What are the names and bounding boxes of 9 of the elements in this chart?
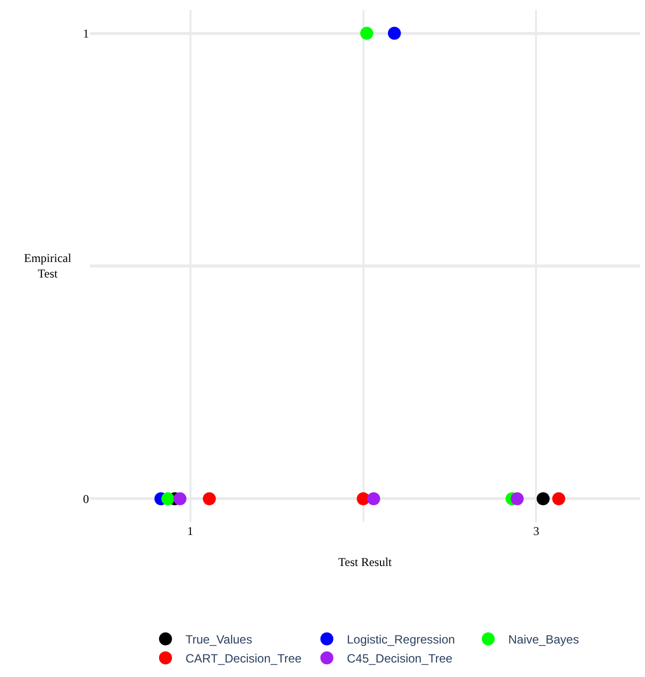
x-tick-label: 3 <box>533 524 540 538</box>
y-axis-title: Empirical Test <box>24 251 72 281</box>
x-axis-title: Test Result <box>338 554 392 569</box>
legend-label: Logistic_Regression <box>346 632 455 647</box>
legend-label: True_Values <box>186 632 252 647</box>
legend-label: Naive_Bayes <box>508 632 579 647</box>
legend-label: CART_Decision_Tree <box>186 652 302 666</box>
y-tick-label: 0 <box>83 492 89 506</box>
legend-label: C45_Decision_Tree <box>346 652 453 666</box>
